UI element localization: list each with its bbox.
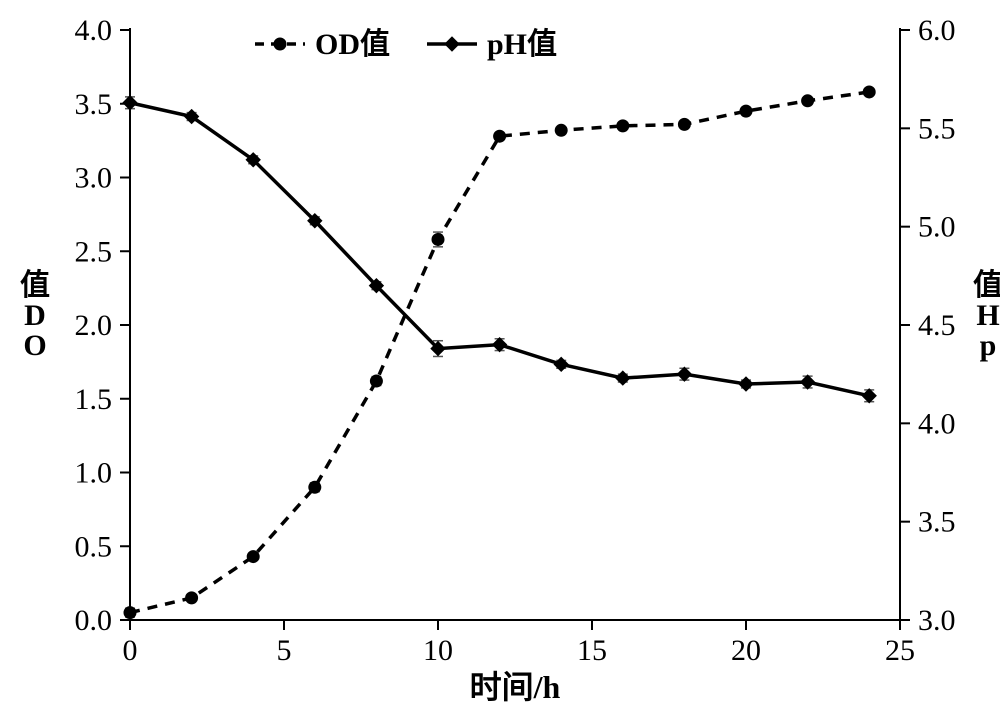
marker-circle — [124, 607, 136, 619]
marker-circle — [186, 592, 198, 604]
yr-tick-label: 3.5 — [918, 506, 956, 539]
x-tick-label: 0 — [123, 634, 138, 667]
yr-tick-label: 5.5 — [918, 112, 956, 145]
marker-circle — [802, 95, 814, 107]
marker-diamond — [862, 389, 876, 403]
yl-tick-label: 4.0 — [75, 14, 113, 47]
marker-circle — [740, 105, 752, 117]
marker-circle — [432, 233, 444, 245]
yr-tick-label: 6.0 — [918, 14, 956, 47]
yr-tick-label: 5.0 — [918, 211, 956, 244]
marker-diamond — [801, 375, 815, 389]
yr-axis-label-char: H — [976, 299, 999, 332]
x-tick-label: 10 — [423, 634, 453, 667]
yl-tick-label: 0.0 — [75, 604, 113, 637]
yl-tick-label: 3.5 — [75, 88, 113, 121]
marker-circle — [494, 130, 506, 142]
x-tick-label: 5 — [277, 634, 292, 667]
yl-tick-label: 0.5 — [75, 530, 113, 563]
marker-circle — [678, 118, 690, 130]
yl-tick-label: 1.5 — [75, 383, 113, 416]
marker-circle — [309, 481, 321, 493]
yl-tick-label: 1.0 — [75, 457, 113, 490]
yr-axis-label-char: p — [980, 329, 997, 362]
marker-circle — [247, 551, 259, 563]
legend-label: pH值 — [487, 28, 557, 61]
yl-axis-label-char: O — [23, 329, 46, 362]
legend-label: OD值 — [315, 28, 390, 61]
marker-diamond — [677, 367, 691, 381]
legend-marker-diamond — [445, 37, 459, 51]
x-axis-label: 时间/h — [470, 669, 561, 705]
yl-axis-label-char: D — [24, 299, 46, 332]
yl-tick-label: 2.5 — [75, 235, 113, 268]
marker-circle — [617, 120, 629, 132]
marker-diamond — [739, 377, 753, 391]
yl-axis-label-char: 值 — [20, 269, 50, 302]
marker-circle — [863, 86, 875, 98]
chart-svg: 0 5 10 15 20 25 时间/h 0.0 0.5 1.0 1.5 2.0 2.5 3.0 3.5 4.… — [0, 0, 1000, 712]
yl-tick-label: 3.0 — [75, 162, 113, 195]
legend-marker-circle — [274, 38, 286, 50]
yr-axis-label-char: 值 — [973, 269, 1000, 302]
marker-diamond — [554, 357, 568, 371]
marker-circle — [370, 375, 382, 387]
marker-diamond — [616, 371, 630, 385]
x-tick-label: 25 — [885, 634, 915, 667]
yr-tick-label: 3.0 — [918, 604, 956, 637]
dual-axis-chart: 0 5 10 15 20 25 时间/h 0.0 0.5 1.0 1.5 2.0 2.5 3.0 3.5 4.… — [0, 0, 1000, 712]
yr-tick-label: 4.0 — [918, 407, 956, 440]
yr-tick-label: 4.5 — [918, 309, 956, 342]
marker-circle — [555, 124, 567, 136]
yl-tick-label: 2.0 — [75, 309, 113, 342]
x-tick-label: 15 — [577, 634, 607, 667]
marker-diamond — [123, 96, 137, 110]
marker-diamond — [493, 338, 507, 352]
x-tick-label: 20 — [731, 634, 761, 667]
